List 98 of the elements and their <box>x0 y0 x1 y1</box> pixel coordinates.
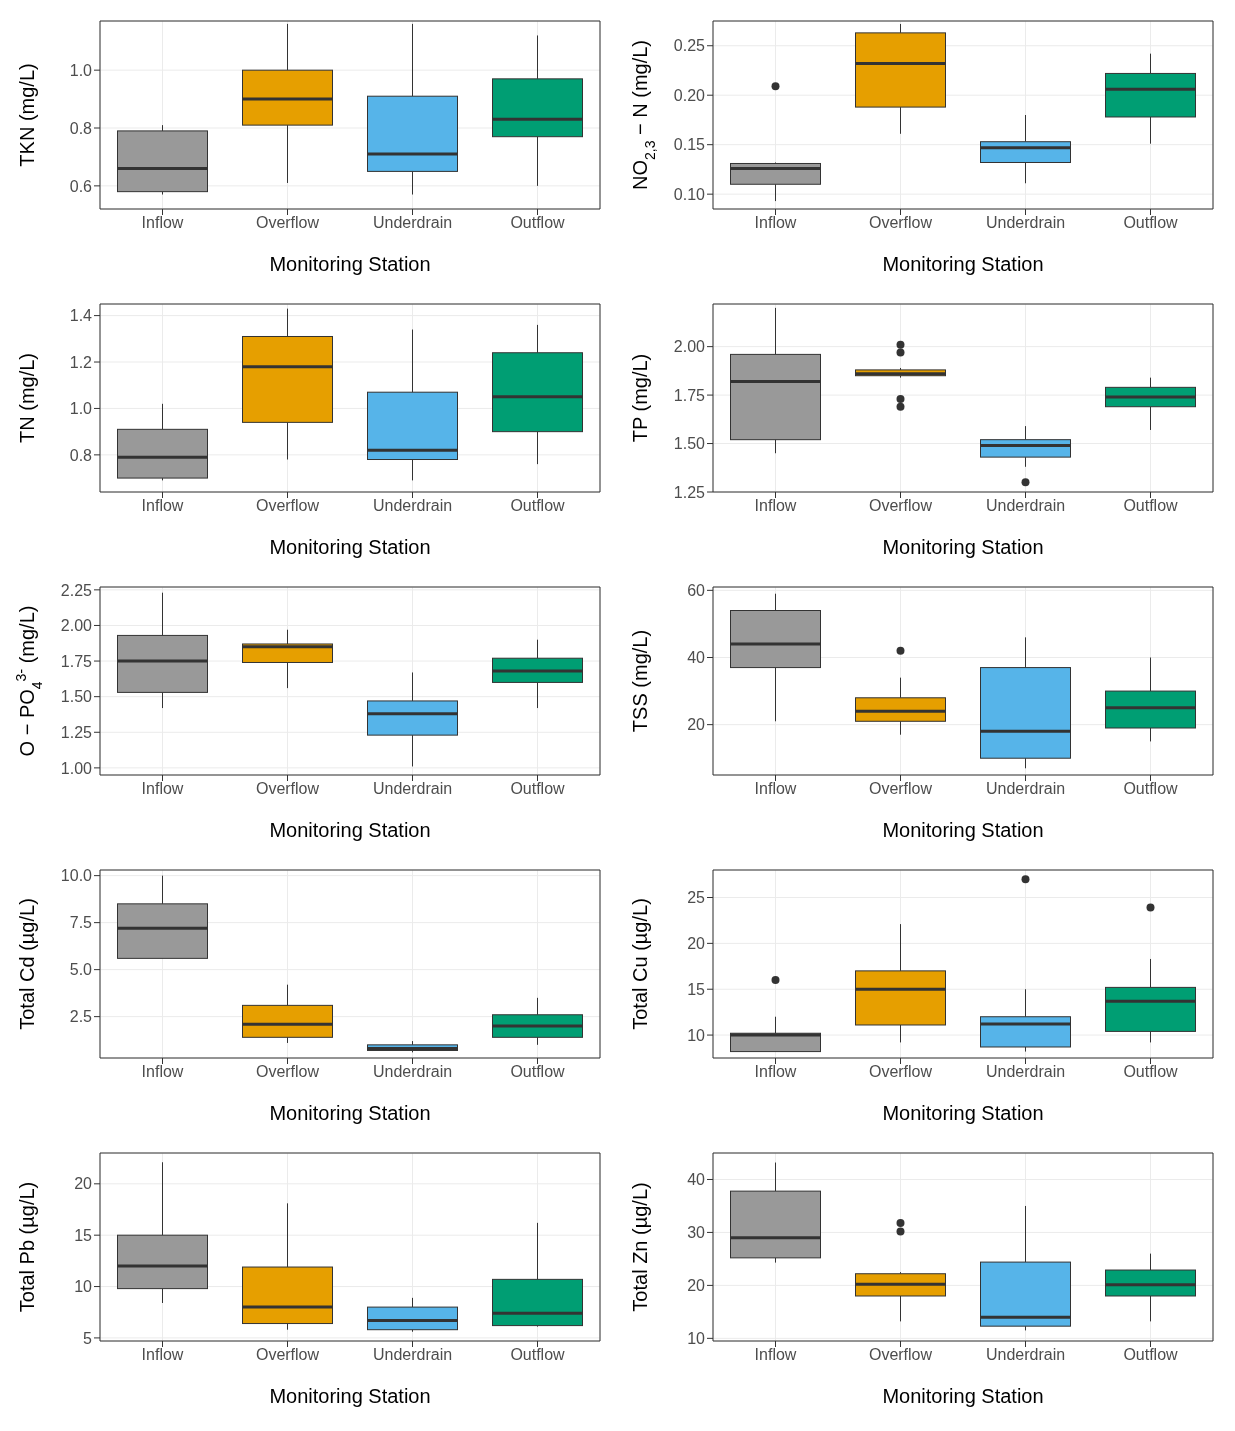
y-tick-label: 30 <box>687 1224 706 1242</box>
x-axis-title: Monitoring Station <box>882 819 1044 841</box>
x-axis-title: Monitoring Station <box>882 536 1044 558</box>
y-tick-label: 0.6 <box>69 177 93 195</box>
y-tick-label: 1.0 <box>69 400 93 418</box>
x-tick-label: Inflow <box>141 214 184 232</box>
x-tick-label: Outflow <box>1123 497 1179 515</box>
x-tick-label: Underdrain <box>985 497 1066 515</box>
y-axis-title: Total Cu (µg/L) <box>629 898 651 1030</box>
x-tick-label: Overflow <box>255 1063 320 1081</box>
y-tick-label: 1.75 <box>673 386 706 404</box>
x-axis-title: Monitoring Station <box>882 1102 1044 1124</box>
x-tick-label: Underdrain <box>372 1063 453 1081</box>
y-tick-label: 60 <box>687 582 706 600</box>
y-tick-label: 20 <box>687 935 706 953</box>
x-tick-label: Outflow <box>510 1346 566 1364</box>
y-tick-label: 1.4 <box>69 307 93 325</box>
y-tick-label: 1.00 <box>60 759 93 777</box>
y-tick-label: 5 <box>83 1329 93 1347</box>
y-tick-label: 25 <box>687 889 706 907</box>
y-tick-label: 10 <box>687 1026 706 1044</box>
x-tick-label: Outflow <box>1123 1346 1179 1364</box>
y-tick-label: 0.15 <box>673 136 706 154</box>
x-tick-label: Outflow <box>510 497 566 515</box>
x-tick-label: Outflow <box>1123 214 1179 232</box>
x-tick-label: Inflow <box>754 1063 797 1081</box>
y-tick-label: 1.50 <box>60 688 93 706</box>
y-tick-label: 1.25 <box>673 483 706 501</box>
y-tick-label: 10 <box>687 1330 706 1348</box>
x-tick-label: Outflow <box>510 214 566 232</box>
y-axis-title: TKN (mg/L) <box>16 63 38 167</box>
y-tick-label: 40 <box>687 1171 706 1189</box>
y-tick-label: 0.20 <box>673 86 706 104</box>
x-tick-label: Inflow <box>141 497 184 515</box>
x-tick-label: Overflow <box>868 214 933 232</box>
y-tick-label: 40 <box>687 649 706 667</box>
y-tick-label: 10 <box>74 1278 93 1296</box>
y-tick-label: 0.8 <box>69 446 93 464</box>
x-tick-label: Overflow <box>255 780 320 798</box>
x-tick-label: Underdrain <box>372 1346 453 1364</box>
x-axis-title: Monitoring Station <box>269 1102 431 1124</box>
y-tick-label: 15 <box>74 1226 93 1244</box>
y-tick-label: 2.00 <box>60 617 93 635</box>
x-axis-title: Monitoring Station <box>269 819 431 841</box>
x-tick-label: Overflow <box>868 1346 933 1364</box>
x-tick-label: Overflow <box>868 780 933 798</box>
x-tick-label: Outflow <box>1123 780 1179 798</box>
y-tick-label: 1.0 <box>69 61 93 79</box>
y-tick-label: 0.8 <box>69 119 93 137</box>
x-tick-label: Inflow <box>754 780 797 798</box>
y-tick-label: 5.0 <box>69 961 93 979</box>
x-tick-label: Overflow <box>868 497 933 515</box>
y-tick-label: 2.00 <box>673 338 706 356</box>
x-tick-label: Inflow <box>754 497 797 515</box>
x-axis-title: Monitoring Station <box>882 253 1044 275</box>
x-tick-label: Outflow <box>510 1063 566 1081</box>
x-tick-label: Overflow <box>255 1346 320 1364</box>
y-tick-label: 7.5 <box>69 914 93 932</box>
x-tick-label: Outflow <box>510 780 566 798</box>
x-axis-title: Monitoring Station <box>269 253 431 275</box>
x-tick-label: Underdrain <box>372 214 453 232</box>
x-tick-label: Underdrain <box>372 780 453 798</box>
x-axis-title: Monitoring Station <box>269 536 431 558</box>
x-tick-label: Underdrain <box>985 1063 1066 1081</box>
x-tick-label: Underdrain <box>985 214 1066 232</box>
x-axis-title: Monitoring Station <box>882 1385 1044 1407</box>
y-tick-label: 1.50 <box>673 435 706 453</box>
y-tick-label: 2.5 <box>69 1008 93 1026</box>
x-tick-label: Outflow <box>1123 1063 1179 1081</box>
x-tick-label: Overflow <box>255 497 320 515</box>
y-axis-title: TP (mg/L) <box>629 353 651 443</box>
x-tick-label: Overflow <box>868 1063 933 1081</box>
y-tick-label: 0.10 <box>673 185 706 203</box>
x-tick-label: Inflow <box>141 1346 184 1364</box>
x-tick-label: Inflow <box>754 1346 797 1364</box>
x-tick-label: Inflow <box>141 780 184 798</box>
x-tick-label: Overflow <box>255 214 320 232</box>
y-axis-title: TN (mg/L) <box>16 353 38 443</box>
y-tick-label: 15 <box>687 980 706 998</box>
x-axis-title: Monitoring Station <box>269 1385 431 1407</box>
y-axis-title: Total Pb (µg/L) <box>16 1181 38 1313</box>
x-tick-label: Underdrain <box>985 780 1066 798</box>
x-tick-label: Inflow <box>141 1063 184 1081</box>
y-tick-label: 20 <box>687 1277 706 1295</box>
x-tick-label: Underdrain <box>985 1346 1066 1364</box>
y-axis-title: TSS (mg/L) <box>629 629 651 733</box>
y-tick-label: 2.25 <box>60 581 93 599</box>
y-tick-label: 1.25 <box>60 723 93 741</box>
x-tick-label: Underdrain <box>372 497 453 515</box>
y-tick-label: 1.2 <box>69 353 93 371</box>
y-tick-label: 20 <box>74 1175 93 1193</box>
y-tick-label: 1.75 <box>60 652 93 670</box>
y-tick-label: 20 <box>687 716 706 734</box>
y-axis-title: Total Cd (µg/L) <box>16 898 38 1030</box>
y-tick-label: 10.0 <box>60 867 93 885</box>
y-tick-label: 0.25 <box>673 37 706 55</box>
x-tick-label: Inflow <box>754 214 797 232</box>
y-axis-title: Total Zn (µg/L) <box>629 1182 651 1312</box>
